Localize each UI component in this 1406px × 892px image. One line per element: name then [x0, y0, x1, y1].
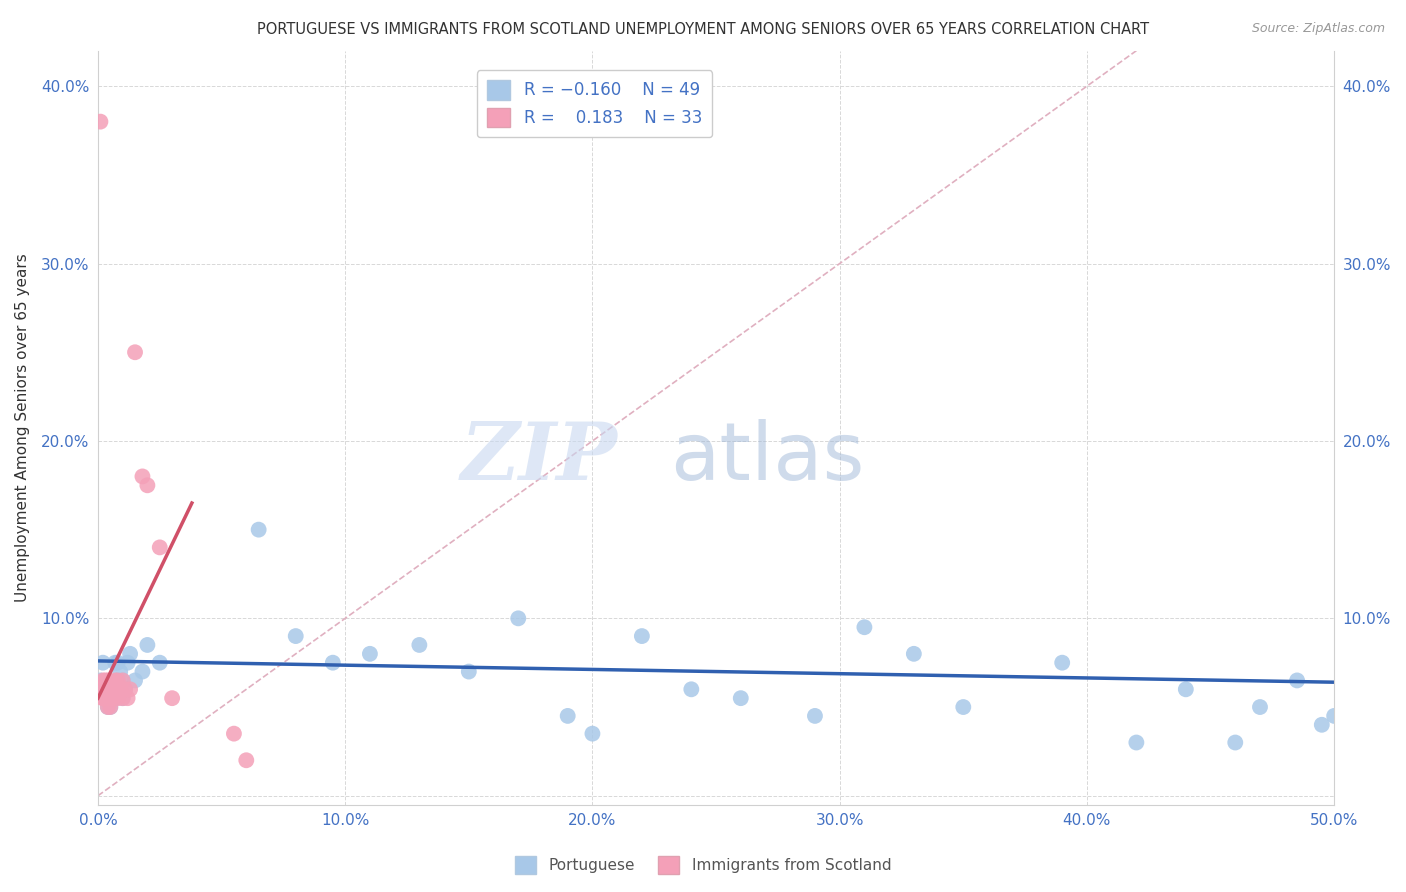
Point: [94, 682, 117, 697]
Point: [94, 673, 117, 688]
Point: [108, 665, 131, 679]
Point: [104, 656, 127, 670]
Point: [235, 753, 257, 767]
Point: [508, 611, 530, 625]
Point: [91, 691, 114, 706]
Point: [89, 114, 111, 128]
Point: [94, 691, 117, 706]
Point: [131, 469, 153, 483]
Point: [98, 682, 121, 697]
Point: [94, 691, 117, 706]
Point: [101, 682, 124, 697]
Legend: Portuguese, Immigrants from Scotland: Portuguese, Immigrants from Scotland: [509, 850, 897, 880]
Point: [97, 682, 120, 697]
Point: [114, 682, 136, 697]
Point: [91, 656, 114, 670]
Point: [160, 691, 183, 706]
Point: [222, 726, 245, 740]
Point: [631, 629, 654, 643]
Point: [89, 673, 111, 688]
Point: [91, 673, 114, 688]
Point: [1323, 709, 1346, 723]
Point: [91, 691, 114, 706]
Point: [111, 691, 134, 706]
Point: [104, 682, 127, 697]
Point: [136, 478, 159, 492]
Y-axis label: Unemployment Among Seniors over 65 years: Unemployment Among Seniors over 65 years: [15, 253, 30, 602]
Point: [98, 700, 121, 714]
Point: [136, 638, 159, 652]
Point: [1286, 673, 1309, 688]
Point: [107, 673, 129, 688]
Point: [322, 656, 344, 670]
Point: [98, 700, 121, 714]
Point: [149, 541, 172, 555]
Point: [853, 620, 876, 634]
Point: [1225, 735, 1247, 749]
Point: [98, 691, 121, 706]
Point: [107, 656, 129, 670]
Point: [97, 700, 120, 714]
Point: [98, 682, 121, 697]
Point: [1174, 682, 1197, 697]
Point: [1125, 735, 1147, 749]
Text: Source: ZipAtlas.com: Source: ZipAtlas.com: [1251, 22, 1385, 36]
Point: [94, 682, 117, 697]
Point: [111, 691, 134, 706]
Point: [1249, 700, 1271, 714]
Point: [124, 345, 146, 359]
Point: [89, 682, 111, 697]
Point: [730, 691, 752, 706]
Point: [97, 691, 120, 706]
Text: ZIP: ZIP: [460, 419, 617, 497]
Point: [131, 665, 153, 679]
Point: [247, 523, 270, 537]
Point: [107, 691, 129, 706]
Point: [111, 673, 134, 688]
Point: [101, 691, 124, 706]
Point: [120, 682, 142, 697]
Text: PORTUGUESE VS IMMIGRANTS FROM SCOTLAND UNEMPLOYMENT AMONG SENIORS OVER 65 YEARS : PORTUGUESE VS IMMIGRANTS FROM SCOTLAND U…: [257, 22, 1149, 37]
Point: [117, 691, 139, 706]
Point: [681, 682, 703, 697]
Point: [104, 673, 127, 688]
Point: [457, 665, 479, 679]
Text: atlas: atlas: [671, 419, 865, 497]
Point: [104, 691, 127, 706]
Point: [557, 709, 579, 723]
Point: [97, 673, 120, 688]
Point: [111, 673, 134, 688]
Point: [117, 656, 139, 670]
Point: [114, 682, 136, 697]
Point: [1310, 718, 1333, 732]
Point: [408, 638, 430, 652]
Point: [101, 682, 124, 697]
Legend: R = −0.160    N = 49, R =    0.183    N = 33: R = −0.160 N = 49, R = 0.183 N = 33: [477, 70, 713, 137]
Point: [124, 673, 146, 688]
Point: [91, 682, 114, 697]
Point: [284, 629, 307, 643]
Point: [108, 682, 131, 697]
Point: [952, 700, 974, 714]
Point: [120, 647, 142, 661]
Point: [804, 709, 827, 723]
Point: [101, 691, 124, 706]
Point: [107, 673, 129, 688]
Point: [149, 656, 172, 670]
Point: [581, 726, 603, 740]
Point: [97, 700, 120, 714]
Point: [359, 647, 381, 661]
Point: [1050, 656, 1073, 670]
Point: [903, 647, 925, 661]
